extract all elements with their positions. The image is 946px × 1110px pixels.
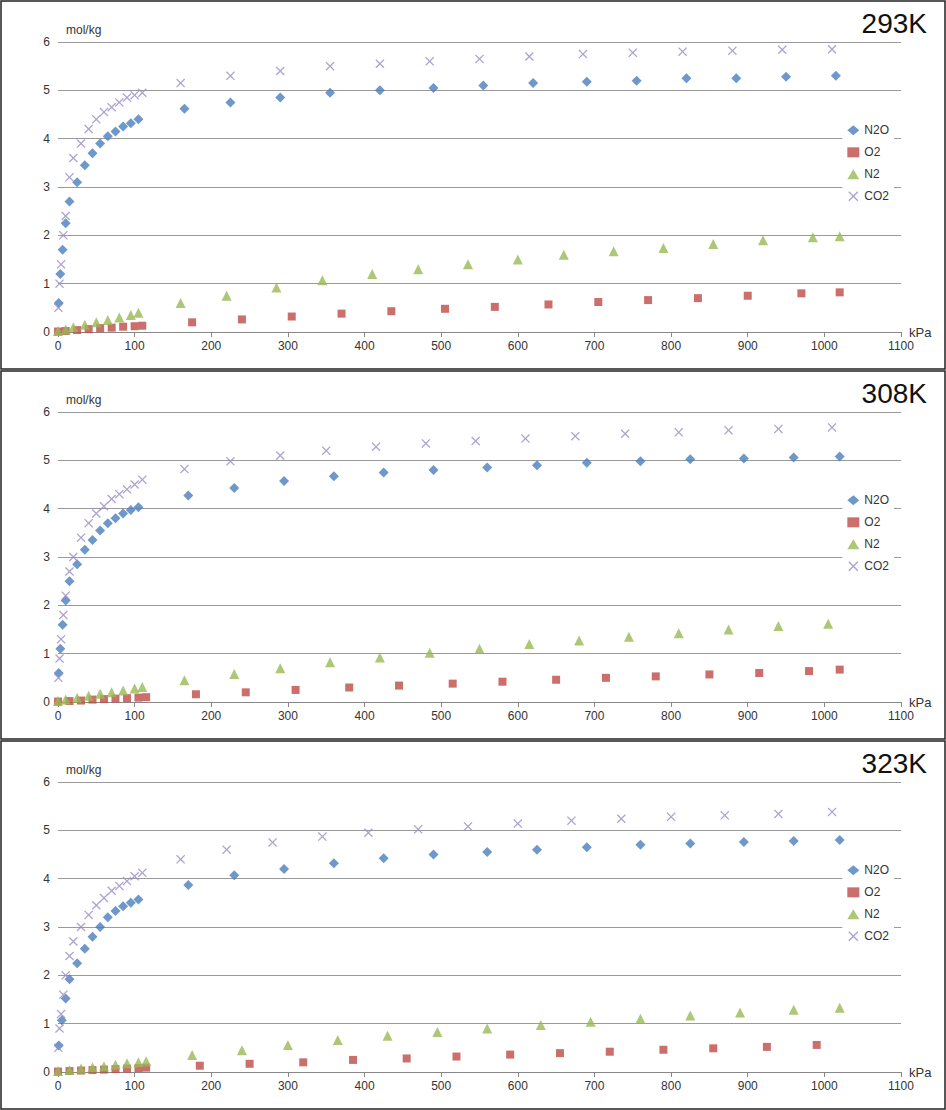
svg-text:5: 5 [43,83,50,97]
svg-text:700: 700 [584,709,604,723]
svg-text:700: 700 [584,339,604,353]
svg-text:CO2: CO2 [864,189,889,203]
svg-text:1000: 1000 [811,339,838,353]
svg-text:0: 0 [43,695,50,709]
svg-text:CO2: CO2 [864,929,889,943]
svg-text:1000: 1000 [811,1079,838,1093]
svg-text:4: 4 [43,502,50,516]
svg-text:N2: N2 [864,537,880,551]
svg-text:500: 500 [431,1079,451,1093]
svg-text:6: 6 [43,405,50,419]
svg-text:800: 800 [661,709,681,723]
svg-text:1000: 1000 [811,709,838,723]
svg-text:500: 500 [431,339,451,353]
svg-text:4: 4 [43,872,50,886]
svg-text:2: 2 [43,598,50,612]
svg-text:800: 800 [661,1079,681,1093]
svg-text:400: 400 [355,339,375,353]
svg-text:100: 100 [125,339,145,353]
svg-text:323K: 323K [862,748,928,779]
svg-text:6: 6 [43,35,50,49]
svg-text:5: 5 [43,823,50,837]
svg-text:2: 2 [43,968,50,982]
svg-text:100: 100 [125,709,145,723]
svg-text:0: 0 [43,325,50,339]
svg-text:400: 400 [355,1079,375,1093]
svg-text:900: 900 [738,339,758,353]
svg-text:N2O: N2O [864,863,889,877]
svg-text:600: 600 [508,339,528,353]
svg-text:900: 900 [738,709,758,723]
svg-text:N2: N2 [864,167,880,181]
svg-text:1: 1 [43,1017,50,1031]
svg-text:900: 900 [738,1079,758,1093]
svg-text:N2O: N2O [864,123,889,137]
svg-text:0: 0 [55,339,62,353]
svg-text:1100: 1100 [888,1079,914,1093]
svg-text:800: 800 [661,339,681,353]
svg-text:1: 1 [43,647,50,661]
svg-text:CO2: CO2 [864,559,889,573]
svg-text:200: 200 [201,1079,221,1093]
svg-text:200: 200 [201,339,221,353]
svg-text:O2: O2 [864,145,880,159]
svg-text:308K: 308K [862,378,928,409]
svg-text:3: 3 [43,550,50,564]
svg-text:kPa: kPa [909,695,932,710]
svg-text:kPa: kPa [909,325,932,340]
svg-text:O2: O2 [864,515,880,529]
svg-text:3: 3 [43,180,50,194]
svg-text:0: 0 [55,709,62,723]
svg-text:300: 300 [278,1079,298,1093]
svg-text:293K: 293K [862,8,928,39]
svg-text:2: 2 [43,228,50,242]
svg-text:0: 0 [55,1079,62,1093]
svg-text:mol/kg: mol/kg [66,763,101,777]
svg-text:300: 300 [278,339,298,353]
svg-text:1: 1 [43,277,50,291]
svg-text:600: 600 [508,709,528,723]
svg-text:5: 5 [43,453,50,467]
svg-text:4: 4 [43,132,50,146]
svg-text:kPa: kPa [909,1065,932,1080]
svg-text:300: 300 [278,709,298,723]
svg-text:6: 6 [43,775,50,789]
svg-text:N2: N2 [864,907,880,921]
svg-text:N2O: N2O [864,493,889,507]
svg-text:600: 600 [508,1079,528,1093]
svg-text:200: 200 [201,709,221,723]
svg-text:500: 500 [431,709,451,723]
svg-text:3: 3 [43,920,50,934]
svg-text:700: 700 [584,1079,604,1093]
svg-text:0: 0 [43,1065,50,1079]
svg-text:1100: 1100 [888,339,914,353]
svg-text:O2: O2 [864,885,880,899]
svg-text:100: 100 [125,1079,145,1093]
svg-text:mol/kg: mol/kg [66,393,101,407]
svg-text:1100: 1100 [888,709,914,723]
svg-text:mol/kg: mol/kg [66,23,101,37]
svg-text:400: 400 [355,709,375,723]
